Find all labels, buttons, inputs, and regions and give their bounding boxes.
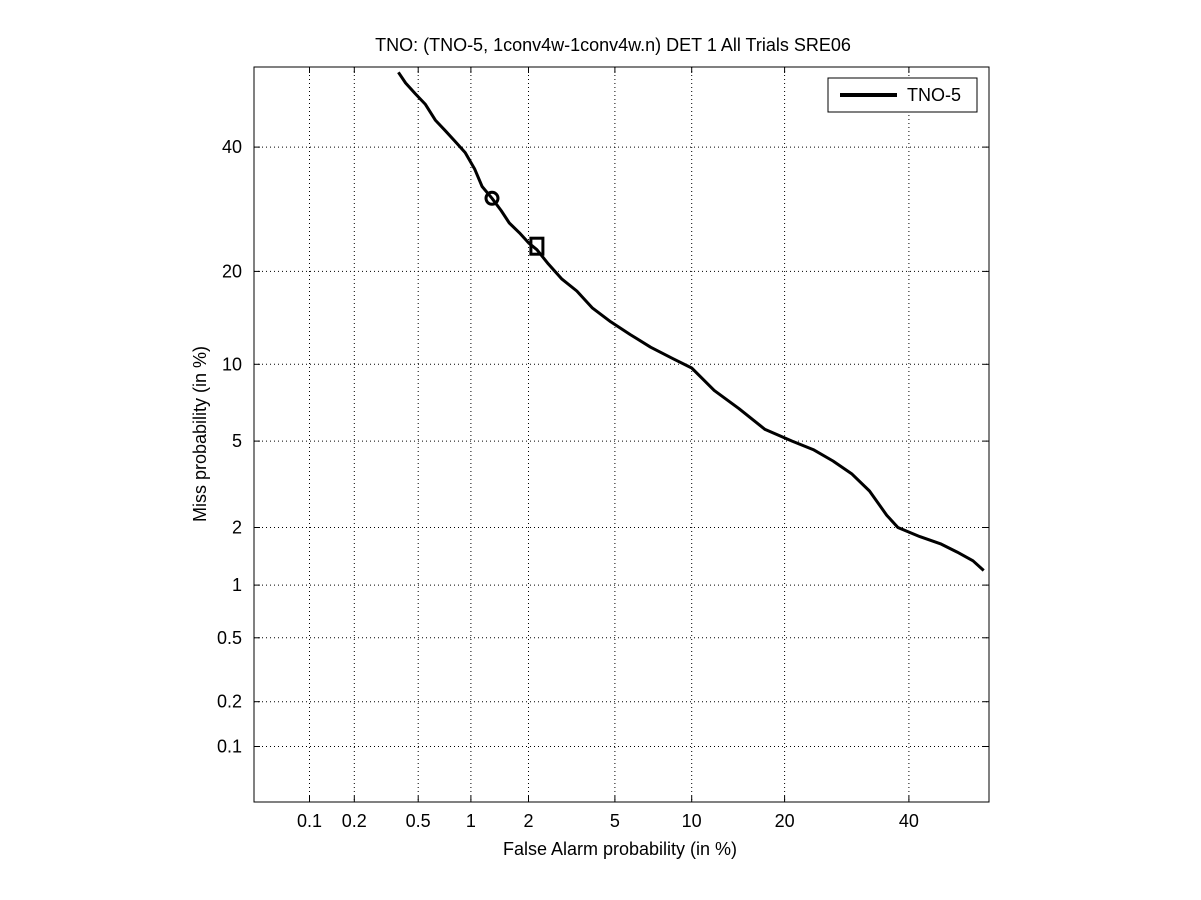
y-tick-label-0-5: 0.5 xyxy=(217,628,242,648)
y-tick-label-0-1: 0.1 xyxy=(217,737,242,757)
series-layer xyxy=(397,71,985,572)
marker-layer xyxy=(484,190,545,256)
y-tick-label-10: 10 xyxy=(222,354,242,374)
legend: TNO-5 xyxy=(827,77,978,113)
y-tick-label-40: 40 xyxy=(222,137,242,157)
y-axis-ticks: 0.1 0.2 0.5 1 2 5 10 20 40 xyxy=(217,137,989,757)
x-tick-label-0-5: 0.5 xyxy=(406,811,431,831)
min-dcf-marker xyxy=(484,190,500,206)
x-tick-label-5: 5 xyxy=(610,811,620,831)
chart-title: TNO: (TNO-5, 1conv4w-1conv4w.n) DET 1 Al… xyxy=(375,35,851,55)
y-tick-label-0-2: 0.2 xyxy=(217,692,242,712)
x-tick-label-40: 40 xyxy=(899,811,919,831)
grid-lines xyxy=(254,67,989,802)
legend-label-tno-5: TNO-5 xyxy=(907,85,961,105)
y-tick-label-20: 20 xyxy=(222,261,242,281)
plot-area-border xyxy=(253,66,990,803)
actual-dcf-marker xyxy=(529,236,545,256)
x-tick-label-1: 1 xyxy=(466,811,476,831)
y-tick-label-5: 5 xyxy=(232,431,242,451)
x-axis-label: False Alarm probability (in %) xyxy=(503,839,737,859)
y-tick-label-1: 1 xyxy=(232,575,242,595)
x-tick-label-10: 10 xyxy=(682,811,702,831)
series-line-tno-5 xyxy=(397,71,985,572)
y-axis-label: Miss probability (in %) xyxy=(190,346,210,522)
x-axis-ticks: 0.1 0.2 0.5 1 2 5 10 20 40 xyxy=(297,67,919,831)
x-tick-label-0-1: 0.1 xyxy=(297,811,322,831)
y-tick-label-2: 2 xyxy=(232,518,242,538)
x-tick-label-20: 20 xyxy=(775,811,795,831)
x-tick-label-0-2: 0.2 xyxy=(342,811,367,831)
x-tick-label-2: 2 xyxy=(523,811,533,831)
